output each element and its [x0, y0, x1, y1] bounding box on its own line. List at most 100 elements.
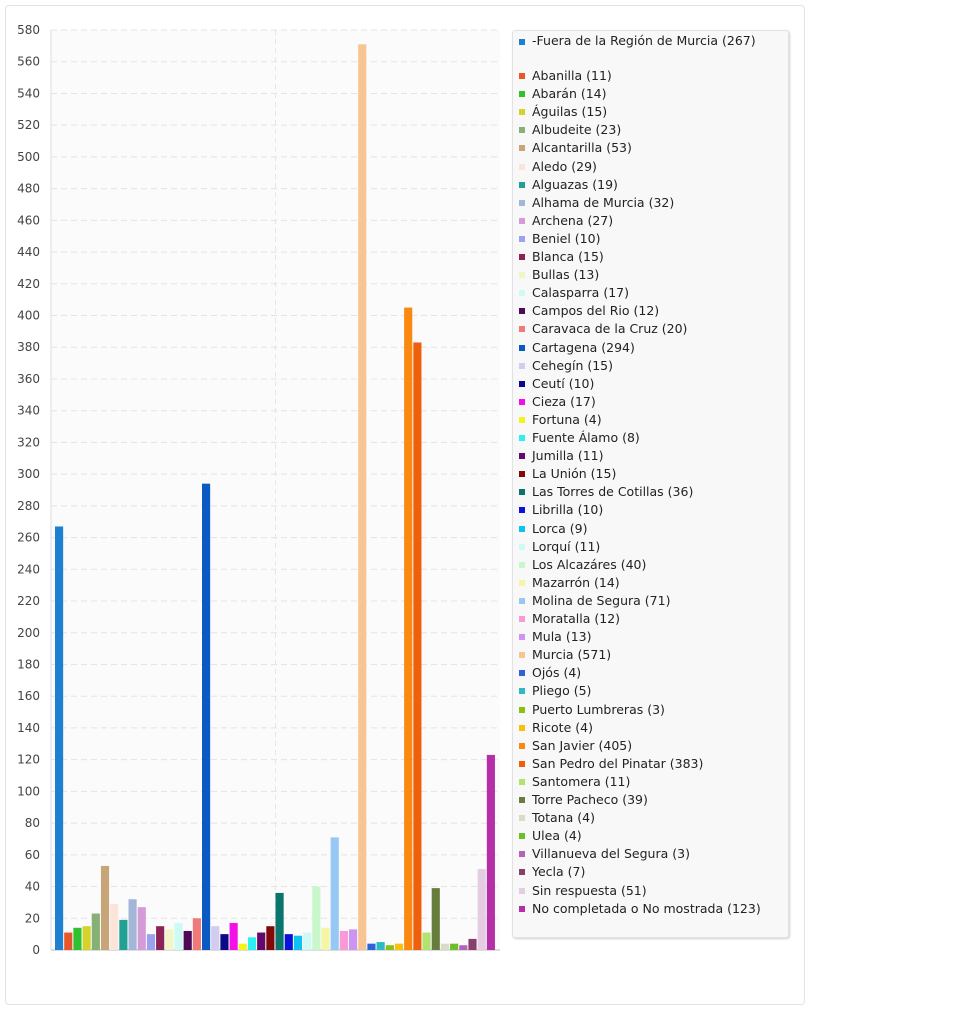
legend-item[interactable]: La Unión (15) — [513, 467, 783, 480]
legend-swatch — [519, 706, 525, 713]
legend-item[interactable]: Aledo (29) — [513, 160, 783, 173]
legend-swatch — [519, 217, 525, 224]
legend-item[interactable]: Fortuna (4) — [513, 413, 783, 426]
bar — [376, 942, 385, 950]
legend-item[interactable]: Murcia (571) — [513, 648, 783, 661]
bar — [404, 307, 413, 951]
legend-item[interactable]: Lorca (9) — [513, 522, 783, 535]
legend-item[interactable]: Cartagena (294) — [513, 341, 783, 354]
legend-swatch — [519, 453, 525, 460]
y-tick-label: 200 — [17, 626, 40, 640]
legend-swatch — [519, 290, 525, 297]
bar — [91, 913, 100, 950]
legend-label: Molina de Segura (71) — [532, 592, 671, 608]
legend-item[interactable]: Ojós (4) — [513, 666, 783, 679]
legend-label: Cehegín (15) — [532, 357, 613, 373]
legend-label: Fuente Álamo (8) — [532, 430, 640, 445]
legend-item[interactable]: Yecla (7) — [513, 865, 783, 878]
legend-item[interactable]: Torre Pacheco (39) — [513, 793, 783, 806]
legend-item[interactable]: Totana (4) — [513, 811, 783, 824]
legend-swatch — [519, 163, 525, 170]
legend-item[interactable]: Alcantarilla (53) — [513, 141, 783, 154]
legend-item[interactable]: Abanilla (11) — [513, 69, 783, 82]
legend-label: Lorquí (11) — [532, 538, 601, 554]
legend-item[interactable]: Blanca (15) — [513, 250, 783, 263]
legend-item[interactable]: Albudeite (23) — [513, 123, 783, 136]
legend-item[interactable]: No completada o No mostrada (123) — [513, 902, 783, 915]
legend-swatch — [519, 833, 525, 840]
bar — [174, 923, 183, 950]
legend-item[interactable]: Alguazas (19) — [513, 178, 783, 191]
bar — [422, 932, 431, 950]
legend-item[interactable]: Pliego (5) — [513, 684, 783, 697]
bar — [128, 899, 137, 950]
legend-item[interactable]: Jumilla (11) — [513, 449, 783, 462]
legend-label: Alguazas (19) — [532, 176, 618, 192]
legend-item[interactable]: San Pedro del Pinatar (383) — [513, 757, 783, 770]
legend-item[interactable]: Cehegín (15) — [513, 359, 783, 372]
legend-swatch — [519, 634, 525, 641]
bar — [312, 886, 321, 950]
legend-label: Cartagena (294) — [532, 339, 635, 355]
y-tick-label: 0 — [32, 943, 40, 957]
legend-label: Caravaca de la Cruz (20) — [532, 321, 688, 337]
legend-item[interactable]: Moratalla (12) — [513, 612, 783, 625]
legend-item[interactable]: Santomera (11) — [513, 775, 783, 788]
legend-swatch — [519, 398, 525, 405]
legend-swatch — [519, 199, 525, 206]
legend-label: Abanilla (11) — [532, 68, 612, 83]
legend-item[interactable]: Alhama de Murcia (32) — [513, 196, 783, 209]
legend-item[interactable]: Sin respuesta (51) — [513, 884, 783, 897]
y-tick-label: 20 — [25, 911, 40, 925]
bar — [146, 934, 156, 950]
legend-item[interactable]: Ulea (4) — [513, 829, 783, 842]
y-tick-label: 460 — [17, 213, 40, 227]
bar — [82, 926, 91, 950]
legend-item[interactable]: Los Alcazáres (40) — [513, 558, 783, 571]
legend-item[interactable]: Lorquí (11) — [513, 540, 783, 553]
legend-item[interactable]: Librilla (10) — [513, 503, 783, 516]
legend-item[interactable]: Villanueva del Segura (3) — [513, 847, 783, 860]
bar — [247, 937, 257, 950]
legend-swatch — [519, 109, 525, 116]
legend-item[interactable]: Cieza (17) — [513, 395, 783, 408]
legend-item[interactable]: Molina de Segura (71) — [513, 594, 783, 607]
y-tick-label: 360 — [17, 372, 40, 386]
bar — [385, 945, 394, 950]
legend-label: Jumilla (11) — [532, 448, 604, 464]
legend-swatch — [519, 525, 525, 532]
legend-item[interactable]: Águilas (15) — [513, 105, 783, 118]
legend-item[interactable]: San Javier (405) — [513, 739, 783, 752]
legend-item[interactable]: Abarán (14) — [513, 87, 783, 100]
legend-label: Lorca (9) — [532, 520, 588, 536]
y-tick-label: 80 — [25, 816, 40, 830]
bar — [293, 935, 303, 950]
legend-item[interactable]: Mazarrón (14) — [513, 576, 783, 589]
legend-item[interactable]: Ceutí (10) — [513, 377, 783, 390]
bar — [450, 943, 459, 950]
legend-item[interactable]: Calasparra (17) — [513, 286, 783, 299]
legend-item[interactable]: Campos del Rio (12) — [513, 304, 783, 317]
legend-item[interactable]: Beniel (10) — [513, 232, 783, 245]
legend: -Fuera de la Región de Murcia (267) Abani… — [512, 30, 789, 938]
bar — [183, 930, 192, 950]
legend-item[interactable]: -Fuera de la Región de Murcia (267) — [513, 34, 783, 60]
legend-swatch — [519, 416, 525, 423]
legend-swatch — [519, 579, 525, 586]
legend-item[interactable]: Las Torres de Cotillas (36) — [513, 485, 783, 498]
legend-item[interactable]: Caravaca de la Cruz (20) — [513, 322, 783, 335]
legend-label: Ulea (4) — [532, 828, 582, 844]
legend-swatch — [519, 435, 525, 441]
legend-item[interactable]: Archena (27) — [513, 214, 783, 227]
legend-swatch — [519, 688, 525, 695]
legend-swatch — [519, 73, 525, 79]
legend-item[interactable]: Bullas (13) — [513, 268, 783, 281]
legend-item[interactable]: Puerto Lumbreras (3) — [513, 703, 783, 716]
legend-label: Los Alcazáres (40) — [532, 556, 647, 572]
legend-item[interactable]: Fuente Álamo (8) — [513, 431, 783, 444]
legend-item[interactable]: Ricote (4) — [513, 721, 783, 734]
legend-item[interactable]: Mula (13) — [513, 630, 783, 643]
bar — [156, 926, 165, 950]
bar — [394, 943, 404, 950]
